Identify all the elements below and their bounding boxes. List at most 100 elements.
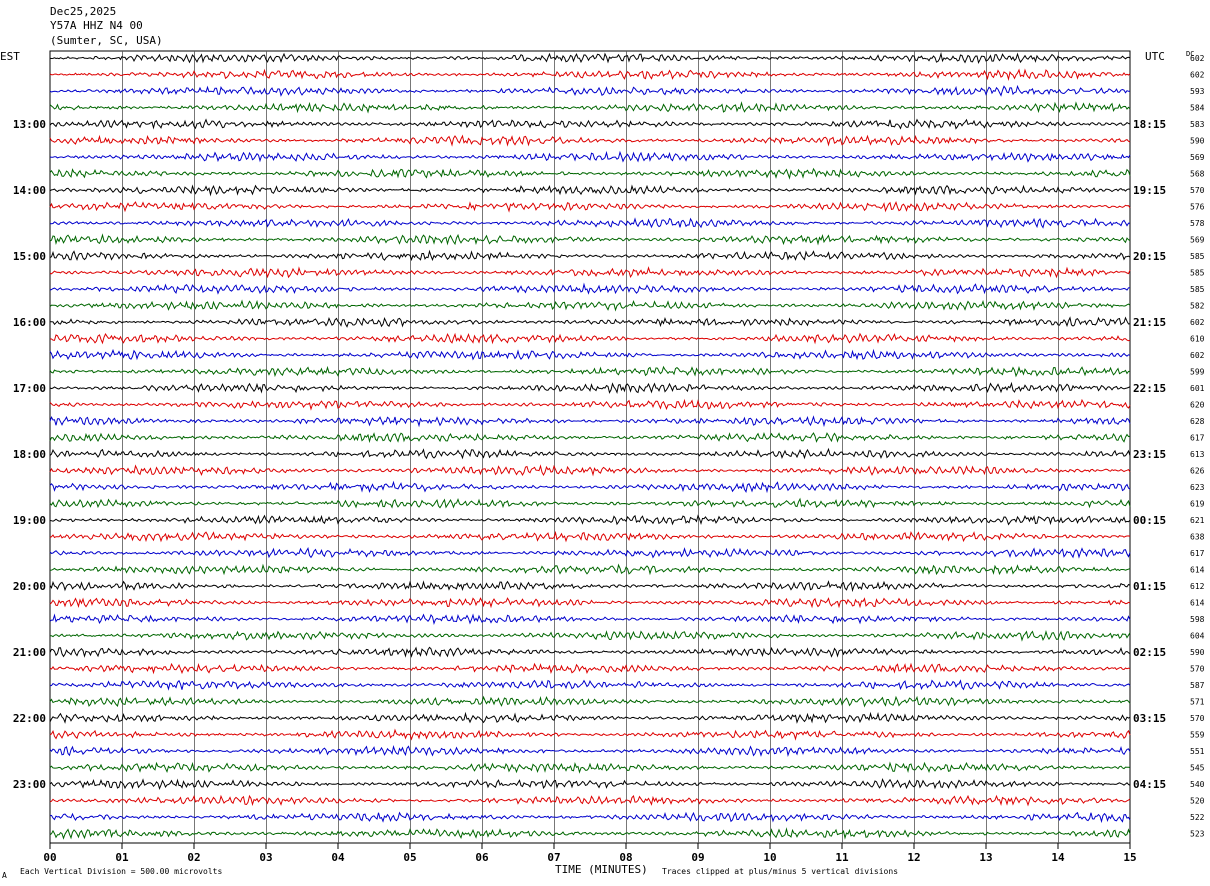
- right-hour-label: 02:15: [1133, 646, 1166, 659]
- x-tick-label: 09: [691, 851, 704, 864]
- seismic-trace: [49, 514, 1131, 526]
- header-station: Y57A HHZ N4 00: [50, 19, 143, 32]
- dc-offset-value: 578: [1190, 219, 1205, 228]
- left-hour-label: 18:00: [13, 448, 46, 461]
- dc-offset-value: 604: [1190, 632, 1205, 641]
- dc-offset-value: 617: [1190, 549, 1205, 558]
- x-tick-label: 01: [115, 851, 129, 864]
- seismic-trace: [49, 101, 1131, 114]
- seismic-trace: [49, 646, 1131, 658]
- right-hour-label: 04:15: [1133, 778, 1166, 791]
- left-hour-label: 19:00: [13, 514, 46, 527]
- x-tick-label: 15: [1123, 851, 1136, 864]
- dc-offset-value: 621: [1190, 516, 1205, 525]
- dc-offset-value: 522: [1190, 813, 1205, 822]
- dc-offset-value: 570: [1190, 714, 1205, 723]
- dc-offset-value: 520: [1190, 797, 1205, 806]
- dc-offset-value: 585: [1190, 269, 1205, 278]
- seismic-trace: [49, 695, 1131, 708]
- dc-offset-value: 582: [1190, 302, 1205, 311]
- x-tick-label: 00: [43, 851, 56, 864]
- right-hour-labels: 18:15 19:15 20:15 21:15 22:15 23:15 00:15 01:15…: [1133, 118, 1166, 791]
- scale-note: Each Vertical Division = 500.00 microvol…: [20, 867, 223, 876]
- left-hour-label: 16:00: [13, 316, 46, 329]
- right-hour-label: 03:15: [1133, 712, 1166, 725]
- x-tick-label: 02: [187, 851, 200, 864]
- seismic-trace: [49, 580, 1131, 593]
- seismic-trace: [50, 630, 1131, 642]
- dc-offset-value: 612: [1190, 582, 1205, 591]
- left-hour-label: 23:00: [13, 778, 46, 791]
- seismic-trace: [49, 68, 1131, 81]
- dc-offset-value: 523: [1190, 830, 1205, 839]
- dc-offset-value: 623: [1190, 483, 1205, 492]
- dc-offset-value: 568: [1190, 170, 1205, 179]
- seismic-trace: [49, 415, 1131, 428]
- seismic-trace: [49, 118, 1131, 130]
- x-tick-label: 03: [259, 851, 272, 864]
- dc-offset-value: 559: [1190, 731, 1205, 740]
- right-hour-label: 23:15: [1133, 448, 1166, 461]
- left-hour-label: 20:00: [13, 580, 46, 593]
- seismic-trace: [49, 497, 1131, 509]
- left-hour-label: 22:00: [13, 712, 46, 725]
- dc-offset-value: 638: [1190, 533, 1205, 542]
- left-hour-labels: 13:00 14:00 15:00 16:00 17:00 18:00 19:00 20:00…: [13, 118, 46, 791]
- dc-offset-value: 613: [1190, 450, 1205, 459]
- left-timezone-label: EST: [0, 50, 20, 63]
- dc-offset-value: 545: [1190, 764, 1205, 773]
- dc-offset-value: 619: [1190, 500, 1205, 509]
- dc-offset-value: 620: [1190, 401, 1205, 410]
- dc-offset-value: 585: [1190, 252, 1205, 261]
- dc-offset-value: 551: [1190, 747, 1205, 756]
- dc-offset-value: 569: [1190, 153, 1205, 162]
- dc-offset-value: 570: [1190, 665, 1205, 674]
- seismic-trace: [49, 711, 1131, 724]
- x-tick-labels: 00 01 02 03 04 05 06 07 08 09 10 11 12 13 14 15: [43, 843, 1137, 864]
- left-hour-label: 17:00: [13, 382, 46, 395]
- x-tick-label: 05: [403, 851, 416, 864]
- x-tick-label: 10: [763, 851, 776, 864]
- seismic-trace: [49, 778, 1131, 790]
- dc-offset-value: 540: [1190, 780, 1205, 789]
- dc-offset-value: 576: [1190, 203, 1205, 212]
- seismic-trace: [49, 167, 1131, 180]
- trace-group: [49, 51, 1131, 840]
- header-location: (Sumter, SC, USA): [50, 34, 163, 47]
- seismic-trace: [50, 316, 1131, 328]
- right-hour-label: 20:15: [1133, 250, 1166, 263]
- x-tick-label: 11: [835, 851, 849, 864]
- dc-offset-labels: 602 602 593 584 583 590 569 568 570 576 578 569 585 5…: [1190, 54, 1205, 839]
- header-date: Dec25,2025: [50, 5, 117, 18]
- dc-offset-value: 610: [1190, 335, 1205, 344]
- dc-offset-value: 598: [1190, 615, 1205, 624]
- seismic-trace: [49, 249, 1131, 262]
- right-hour-label: 22:15: [1133, 382, 1166, 395]
- x-axis-label: TIME (MINUTES): [555, 863, 648, 876]
- dc-offset-value: 602: [1190, 71, 1205, 80]
- seismic-trace: [49, 811, 1131, 824]
- dc-offset-value: 599: [1190, 368, 1205, 377]
- seismic-trace: [49, 233, 1131, 246]
- dc-offset-value: 628: [1190, 417, 1205, 426]
- dc-offset-value: 570: [1190, 186, 1205, 195]
- seismic-trace: [49, 84, 1131, 97]
- seismic-trace: [49, 431, 1131, 444]
- dc-offset-value: 571: [1190, 698, 1205, 707]
- left-hour-label: 21:00: [13, 646, 46, 659]
- seismic-trace: [49, 563, 1131, 576]
- dc-offset-value: 614: [1190, 566, 1205, 575]
- dc-offset-value: 590: [1190, 137, 1205, 146]
- dc-offset-value: 617: [1190, 434, 1205, 443]
- seismic-trace: [49, 398, 1131, 411]
- x-tick-label: 08: [619, 851, 632, 864]
- x-tick-label: 06: [475, 851, 489, 864]
- seismic-trace: [49, 51, 1131, 65]
- seismic-trace: [49, 464, 1131, 477]
- left-hour-label: 14:00: [13, 184, 46, 197]
- x-tick-label: 07: [547, 851, 560, 864]
- right-hour-label: 01:15: [1133, 580, 1166, 593]
- dc-column-label: DC: [1186, 50, 1195, 58]
- dc-offset-value: 602: [1190, 54, 1205, 63]
- seismic-trace: [49, 348, 1131, 361]
